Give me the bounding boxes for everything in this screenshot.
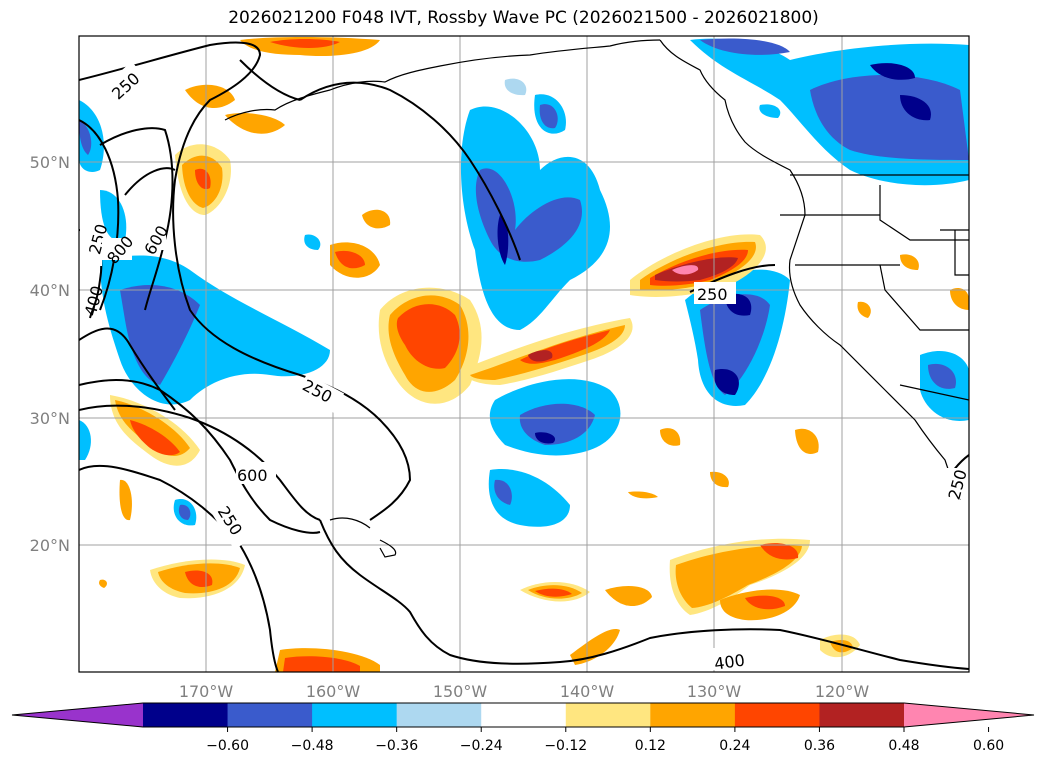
colorbar-tick-label: 0.12 <box>635 738 666 754</box>
lat-label: 50°N <box>30 153 70 172</box>
graticule <box>79 36 969 672</box>
colorbar-tick-label: 0.60 <box>973 738 1004 754</box>
colorbar-tick-label: −0.24 <box>460 738 503 754</box>
colorbar-extend-high <box>904 703 1034 727</box>
lat-label: 30°N <box>30 409 70 428</box>
lon-label: 150°W <box>433 682 488 701</box>
colorbar-tick-label: 0.24 <box>719 738 750 754</box>
colorbar-swatch <box>227 703 313 727</box>
lat-label: 40°N <box>30 281 70 300</box>
colorbar: −0.60 −0.48 −0.36 −0.24 −0.12 0.12 0.24 0.36 0.4… <box>11 702 1035 754</box>
colorbar-extend-low <box>12 703 143 727</box>
colorbar-tick-label: 0.36 <box>804 738 835 754</box>
colorbar-swatch <box>396 703 482 727</box>
lon-label: 120°W <box>815 682 870 701</box>
colorbar-ticks: −0.60 −0.48 −0.36 −0.24 −0.12 0.12 0.24 0.36 0.4… <box>206 727 1004 754</box>
contour-label: 600 <box>237 466 268 485</box>
map-title: 2026021200 F048 IVT, Rossby Wave PC (202… <box>228 8 819 28</box>
colorbar-swatch <box>143 703 229 727</box>
colorbar-tick-label: −0.60 <box>206 738 249 754</box>
longitude-labels: 170°W 160°W 150°W 140°W 130°W 120°W <box>179 682 870 701</box>
lon-label: 160°W <box>306 682 361 701</box>
colorbar-swatch <box>312 703 398 727</box>
map-panel: 250 250 800 600 400 250 600 250 250 400 … <box>79 36 969 673</box>
colorbar-swatch <box>565 703 651 727</box>
colorbar-swatch <box>481 703 567 727</box>
colorbar-tick-label: −0.36 <box>375 738 418 754</box>
colorbar-tick-label: −0.12 <box>544 738 587 754</box>
colorbar-tick-label: 0.48 <box>888 738 919 754</box>
colorbar-tick-label: −0.48 <box>291 738 334 754</box>
lon-label: 140°W <box>560 682 615 701</box>
contour-label: 250 <box>697 285 728 304</box>
contour-label: 400 <box>713 650 746 673</box>
colorbar-swatches <box>12 703 1034 727</box>
lon-label: 170°W <box>179 682 234 701</box>
lon-label: 130°W <box>687 682 742 701</box>
latitude-labels: 50°N 40°N 30°N 20°N <box>30 153 70 555</box>
colorbar-swatch <box>650 703 736 727</box>
colorbar-outline <box>11 702 1035 728</box>
coastlines <box>224 39 969 558</box>
colorbar-swatch <box>819 703 905 727</box>
lat-label: 20°N <box>30 536 70 555</box>
colorbar-swatch <box>734 703 820 727</box>
map-frame <box>78 35 970 673</box>
positive-anomaly-fields <box>99 37 969 672</box>
